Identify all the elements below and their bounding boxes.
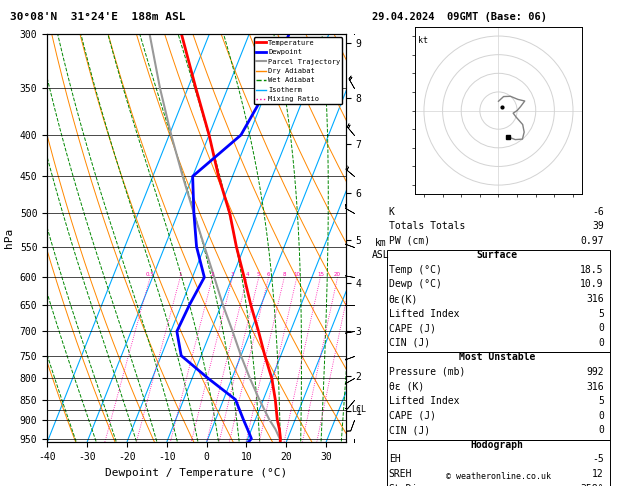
Legend: Temperature, Dewpoint, Parcel Trajectory, Dry Adiabat, Wet Adiabat, Isotherm, Mi: Temperature, Dewpoint, Parcel Trajectory… [253, 37, 342, 104]
Text: 8: 8 [282, 272, 286, 278]
Text: Most Unstable: Most Unstable [459, 352, 535, 363]
Text: Dewp (°C): Dewp (°C) [389, 279, 442, 290]
Text: SREH: SREH [389, 469, 412, 479]
X-axis label: Dewpoint / Temperature (°C): Dewpoint / Temperature (°C) [106, 468, 287, 478]
Text: CIN (J): CIN (J) [389, 338, 430, 348]
Text: θε(K): θε(K) [389, 294, 418, 304]
Text: 6: 6 [267, 272, 270, 278]
Text: 20: 20 [334, 272, 341, 278]
Text: 0: 0 [598, 338, 604, 348]
Text: 30°08'N  31°24'E  188m ASL: 30°08'N 31°24'E 188m ASL [9, 12, 186, 22]
Text: CIN (J): CIN (J) [389, 425, 430, 435]
Text: K: K [389, 207, 394, 217]
Text: Temp (°C): Temp (°C) [389, 265, 442, 275]
Text: © weatheronline.co.uk: © weatheronline.co.uk [447, 472, 551, 481]
Text: 316: 316 [586, 294, 604, 304]
Text: Totals Totals: Totals Totals [389, 221, 465, 231]
Text: 15: 15 [317, 272, 324, 278]
Text: LCL: LCL [352, 405, 367, 414]
Y-axis label: km
ASL: km ASL [372, 238, 390, 260]
Text: 5: 5 [598, 396, 604, 406]
Text: 0.97: 0.97 [581, 236, 604, 246]
Text: Pressure (mb): Pressure (mb) [389, 367, 465, 377]
Text: 0: 0 [598, 323, 604, 333]
Text: Surface: Surface [476, 250, 518, 260]
Text: 39: 39 [592, 221, 604, 231]
Text: 10.9: 10.9 [581, 279, 604, 290]
Y-axis label: hPa: hPa [4, 228, 14, 248]
Text: θε (K): θε (K) [389, 382, 424, 392]
Text: 5: 5 [598, 309, 604, 319]
Text: 3: 3 [231, 272, 234, 278]
Text: 0.5: 0.5 [146, 272, 155, 278]
Text: -6: -6 [592, 207, 604, 217]
Text: 10: 10 [293, 272, 300, 278]
Text: kt: kt [418, 36, 428, 45]
Text: CAPE (J): CAPE (J) [389, 323, 436, 333]
Text: 0: 0 [598, 411, 604, 421]
Text: 0: 0 [598, 425, 604, 435]
Text: 316: 316 [586, 382, 604, 392]
Text: 358°: 358° [581, 484, 604, 486]
Text: EH: EH [389, 454, 401, 465]
Text: -5: -5 [592, 454, 604, 465]
Text: 5: 5 [257, 272, 260, 278]
Text: 4: 4 [245, 272, 249, 278]
Text: Lifted Index: Lifted Index [389, 396, 459, 406]
Text: 2: 2 [211, 272, 214, 278]
Text: 18.5: 18.5 [581, 265, 604, 275]
Text: CAPE (J): CAPE (J) [389, 411, 436, 421]
Text: 12: 12 [592, 469, 604, 479]
Text: 1: 1 [179, 272, 182, 278]
Text: Lifted Index: Lifted Index [389, 309, 459, 319]
Text: StmDir: StmDir [389, 484, 424, 486]
Text: 992: 992 [586, 367, 604, 377]
Text: 29.04.2024  09GMT (Base: 06): 29.04.2024 09GMT (Base: 06) [372, 12, 547, 22]
Text: PW (cm): PW (cm) [389, 236, 430, 246]
Text: Hodograph: Hodograph [470, 440, 523, 450]
